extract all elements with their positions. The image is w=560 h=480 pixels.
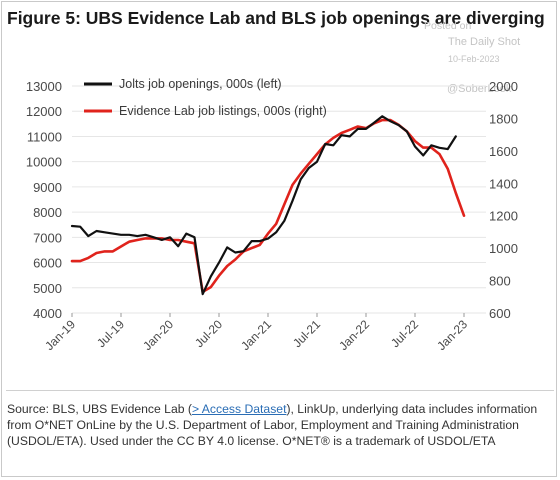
x-tick-label: Jan-21	[238, 317, 274, 353]
legend-label-evidence: Evidence Lab job listings, 000s (right)	[119, 104, 327, 118]
watermark-posted-on: Posted on	[424, 20, 472, 32]
chart-title: Figure 5: UBS Evidence Lab and BLS job o…	[7, 8, 545, 28]
left-tick-label: 12000	[26, 104, 62, 119]
left-tick-label: 13000	[26, 79, 62, 94]
legend: Jolts job openings, 000s (left) Evidence…	[84, 77, 327, 118]
left-tick-label: 7000	[33, 230, 62, 245]
right-tick-label: 1800	[489, 111, 518, 126]
access-dataset-link[interactable]: > Access Dataset	[191, 402, 287, 416]
left-tick-label: 10000	[26, 155, 62, 170]
x-tick-label: Jan-22	[336, 317, 372, 353]
legend-label-jolts: Jolts job openings, 000s (left)	[119, 77, 282, 91]
source-note: Source: BLS, UBS Evidence Lab (> Access …	[7, 401, 553, 449]
right-tick-label: 1200	[489, 209, 518, 224]
right-tick-label: 600	[489, 306, 511, 321]
x-tick-label: Jul-22	[388, 317, 421, 350]
left-tick-label: 6000	[33, 256, 62, 271]
series-line-jolts	[70, 115, 457, 296]
right-tick-label: 800	[489, 274, 511, 289]
left-tick-label: 11000	[27, 129, 62, 144]
left-tick-label: 8000	[33, 205, 62, 220]
right-tick-label: 1000	[489, 241, 518, 256]
watermark-date: 10-Feb-2023	[448, 54, 500, 64]
left-tick-label: 9000	[33, 180, 62, 195]
left-axis-ticks: 4000 5000 6000 7000 8000 9000 10000 11000 12000 1…	[26, 79, 62, 321]
line-chart: 4000 5000 6000 7000 8000 9000 10000 11000 12000 1…	[26, 77, 518, 353]
series-line-evidence	[70, 118, 466, 294]
x-tick-label: Jul-21	[290, 317, 323, 350]
left-tick-label: 5000	[33, 281, 62, 296]
x-axis-ticks: Jan-19 Jul-19 Jan-20 Jul-20 Jan-21 Jul-21 Jan-…	[42, 313, 470, 353]
right-axis-ticks: 600 800 1000 1200 1400 1600 1800 2000	[489, 79, 518, 321]
source-prefix: Source: BLS, UBS Evidence Lab (	[7, 402, 192, 416]
right-tick-label: 1600	[489, 144, 518, 159]
x-tick-label: Jan-23	[434, 317, 470, 353]
series-lines	[70, 115, 466, 296]
x-tick-label: Jan-19	[42, 317, 78, 353]
x-tick-label: Jul-19	[94, 317, 127, 350]
right-tick-label: 1400	[489, 176, 518, 191]
x-tick-label: Jan-20	[140, 317, 176, 353]
x-tick-label: Jul-20	[192, 317, 225, 350]
divider	[6, 390, 554, 391]
right-tick-label: 2000	[489, 79, 518, 94]
left-tick-label: 4000	[33, 306, 62, 321]
source-suffix: ), LinkUp, underlying data includes info…	[7, 402, 538, 448]
watermark-brand: The Daily Shot	[448, 36, 521, 48]
gridlines	[72, 85, 486, 314]
